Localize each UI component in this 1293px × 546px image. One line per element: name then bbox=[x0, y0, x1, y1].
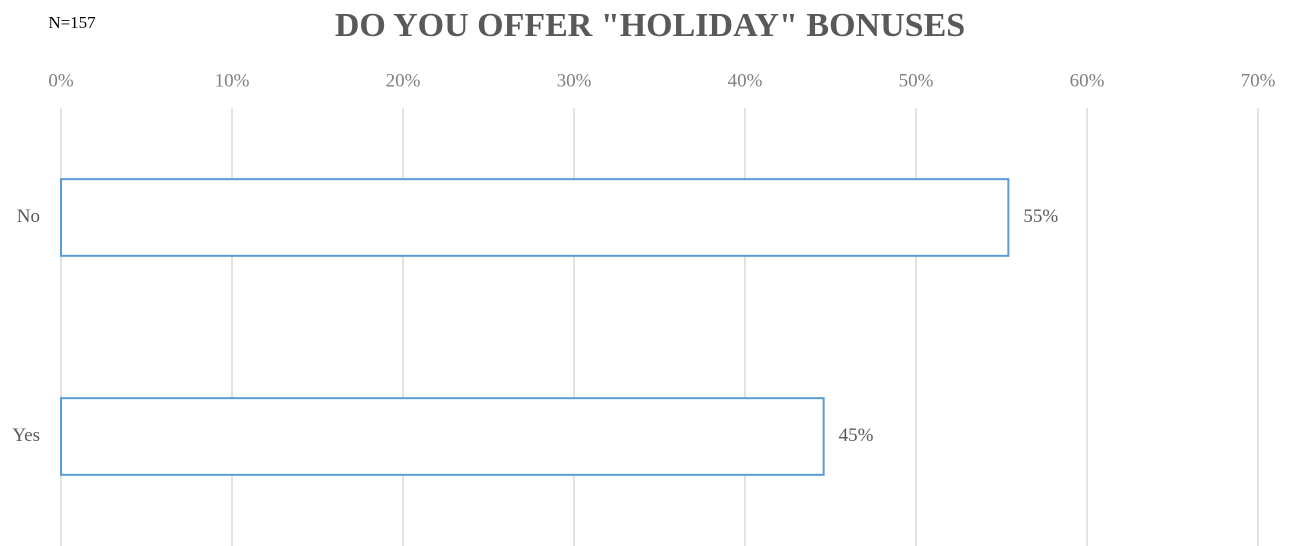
x-tick-label: 50% bbox=[899, 70, 934, 91]
annotation: N=157 bbox=[48, 13, 96, 32]
y-tick-label: No bbox=[17, 206, 40, 227]
x-tick-label: 60% bbox=[1070, 70, 1105, 91]
x-tick-label: 40% bbox=[728, 70, 763, 91]
value-label: 55% bbox=[1023, 206, 1058, 227]
value-label: 45% bbox=[839, 425, 874, 446]
x-tick-label: 30% bbox=[557, 70, 592, 91]
x-tick-label: 0% bbox=[48, 70, 74, 91]
x-tick-label: 70% bbox=[1241, 70, 1276, 91]
bar bbox=[60, 397, 825, 476]
y-tick-label: Yes bbox=[12, 425, 40, 446]
chart-title: DO YOU OFFER "HOLIDAY" BONUSES bbox=[335, 7, 965, 44]
bar bbox=[60, 178, 1010, 257]
x-tick-label: 10% bbox=[215, 70, 250, 91]
x-tick-label: 20% bbox=[386, 70, 421, 91]
